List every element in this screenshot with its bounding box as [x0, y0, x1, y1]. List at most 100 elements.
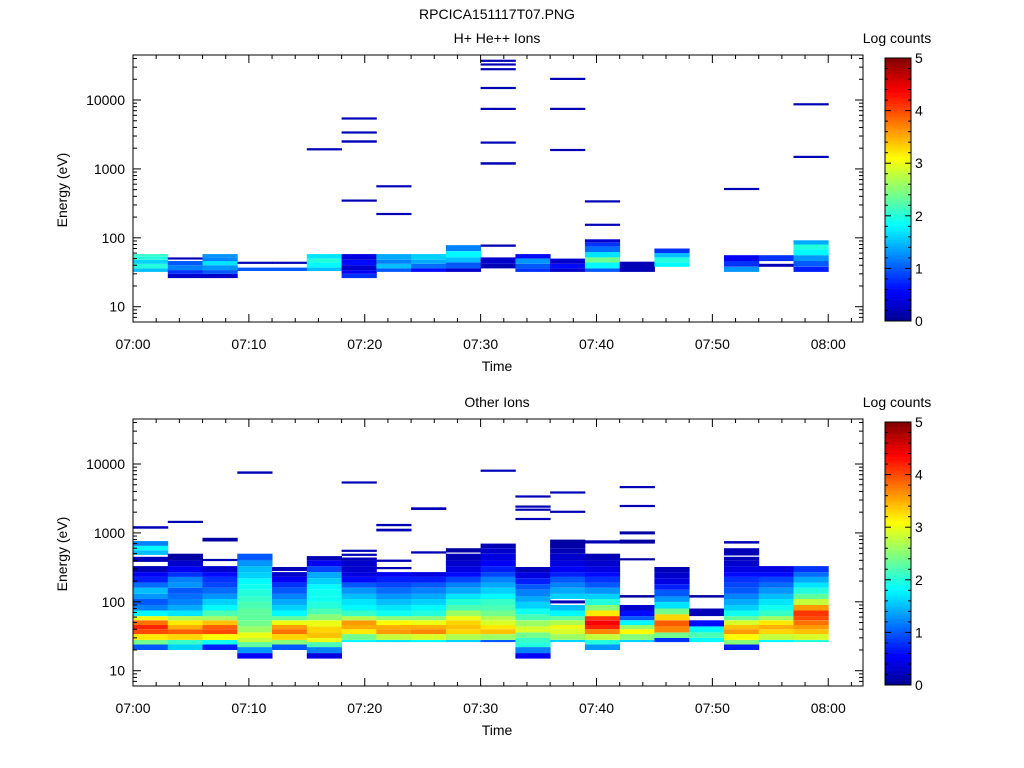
spectrogram-cell	[306, 572, 342, 579]
spectrogram-cell	[167, 634, 203, 640]
colorbar-segment	[885, 669, 911, 673]
colorbar-segment	[885, 614, 911, 618]
spectrogram-cell	[584, 560, 621, 567]
spectrogram-cell	[550, 639, 586, 643]
colorbar-segment	[885, 682, 911, 686]
spectrogram-cell	[133, 572, 169, 577]
spectrogram-cell	[306, 601, 342, 609]
spectrogram-cell	[376, 523, 412, 527]
colorbar-segment	[885, 75, 911, 79]
colorbar-segment	[885, 290, 911, 293]
spectrogram-cell	[480, 639, 516, 643]
colorbar-segment	[885, 294, 911, 298]
colorbar-segment	[885, 634, 911, 638]
spectrogram-cell	[480, 162, 516, 165]
spectrogram-cell	[445, 553, 482, 561]
colorbar-segment	[885, 533, 911, 537]
spectrogram-cell	[793, 620, 829, 626]
colorbar-segment	[885, 235, 911, 239]
colorbar-segment	[885, 544, 911, 548]
x-tick-label: 07:40	[579, 336, 614, 352]
colorbar-segment	[885, 222, 911, 225]
spectrogram-cell	[480, 572, 516, 577]
y-axis-label: Energy (eV)	[54, 153, 70, 228]
colorbar: 0 1 2 3 4 5	[884, 50, 923, 329]
colorbar-segment	[885, 487, 911, 491]
spectrogram-cell	[654, 608, 690, 615]
spectrogram-cell	[167, 576, 203, 583]
spectrogram-cell	[724, 566, 760, 573]
colorbar-segment	[885, 665, 911, 668]
spectrogram-cell	[550, 634, 586, 640]
spectrogram-cell	[306, 262, 342, 268]
spectrogram-cell	[167, 599, 203, 605]
spectrogram-cell	[584, 634, 621, 640]
colorbar-segment	[885, 141, 911, 144]
spectrogram-cell	[724, 625, 760, 630]
spectrogram-cell	[376, 254, 412, 260]
spectrogram-cell	[202, 599, 238, 605]
panel-h-he-ions: H+ He++ Ions 07:00 07:10 07:20 07:30 07:40 07…	[54, 30, 931, 374]
spectrogram-cell	[584, 576, 621, 583]
spectrogram-cell	[411, 594, 447, 599]
spectrogram-cell	[202, 639, 238, 645]
colorbar-title: Log counts	[863, 30, 932, 46]
spectrogram-cell	[306, 267, 342, 271]
spectrogram-cell	[133, 587, 169, 594]
colorbar-segment	[885, 645, 911, 649]
spectrogram-cell	[341, 273, 377, 279]
spectrogram-cell	[445, 625, 482, 630]
x-axis-label: Time	[482, 358, 513, 374]
colorbar-segment	[885, 143, 911, 146]
spectrogram-cell	[724, 610, 760, 617]
spectrogram-cell	[445, 566, 482, 573]
colorbar-segment	[885, 641, 911, 644]
spectrogram-cell	[654, 620, 690, 627]
spectrogram-cell	[133, 256, 169, 260]
colorbar-tick-label: 1	[915, 260, 923, 276]
spectrogram-cell	[619, 616, 655, 621]
colorbar-segment	[885, 643, 911, 646]
spectrogram-cell	[411, 576, 447, 583]
spectrogram-cell	[619, 261, 655, 272]
spectrogram-cell	[515, 614, 551, 621]
spectrogram-cell	[237, 642, 273, 648]
y-tick-label: 10000	[86, 456, 125, 472]
spectrogram-cell	[515, 647, 551, 654]
spectrogram-cell	[550, 510, 586, 513]
spectrogram-cell	[272, 576, 308, 583]
colorbar-segment	[885, 492, 911, 495]
spectrogram-cell	[133, 254, 169, 257]
spectrogram-cell	[724, 541, 760, 544]
colorbar-segment	[885, 571, 911, 574]
spectrogram-cell	[480, 620, 516, 626]
colorbar-segment	[885, 288, 911, 291]
colorbar-segment	[885, 595, 911, 598]
colorbar-segment	[885, 628, 911, 631]
colorbar-segment	[885, 209, 911, 212]
spectrogram-cell	[480, 582, 516, 588]
spectrogram-cell	[724, 261, 760, 267]
spectrogram-cell	[480, 141, 516, 144]
spectrogram-cell	[445, 634, 482, 640]
spectrogram-cell	[202, 625, 238, 630]
spectrogram-cell	[550, 576, 586, 583]
spectrogram-cell	[550, 268, 586, 272]
spectrogram-cell	[411, 639, 447, 643]
spectrogram-cell	[411, 625, 447, 630]
spectrogram-cell	[272, 267, 308, 271]
colorbar-segment	[885, 535, 911, 539]
spectrogram-cell	[689, 632, 725, 638]
y-tick-label: 10	[109, 299, 125, 315]
spectrogram-cell	[445, 257, 482, 263]
spectrogram-cell	[550, 258, 586, 264]
spectrogram-cell	[584, 625, 621, 630]
colorbar-segment	[885, 93, 911, 96]
spectrogram-cell	[237, 601, 273, 609]
colorbar-segment	[885, 95, 911, 98]
colorbar-segment	[885, 478, 911, 482]
colorbar-segment	[885, 281, 911, 285]
spectrogram-cell	[724, 266, 760, 272]
spectrogram-cell	[724, 620, 760, 626]
spectrogram-cell	[793, 610, 829, 617]
